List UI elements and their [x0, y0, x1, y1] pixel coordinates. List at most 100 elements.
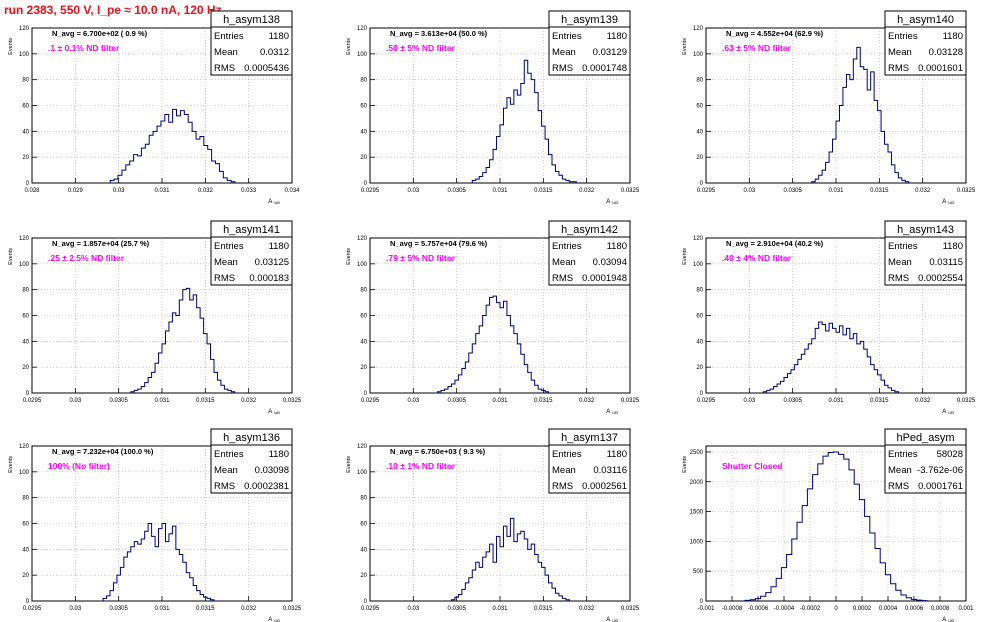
histogram-bin	[479, 567, 482, 601]
histogram-bin	[124, 557, 127, 601]
histogram-bin	[500, 308, 503, 393]
histogram-bin	[521, 84, 524, 183]
y-tick-label: 120	[357, 444, 368, 450]
histogram-bin	[867, 90, 870, 183]
x-axis-title: A UD	[606, 409, 618, 415]
histogram-bin	[152, 372, 155, 393]
stat-value-rms: 0.0001948	[582, 273, 627, 284]
histogram-bin	[531, 544, 534, 601]
histogram-bin	[169, 122, 173, 183]
x-axis-title-sub: UD	[948, 618, 954, 622]
x-tick-label: 0.031	[492, 606, 508, 612]
x-tick-label: 0.0315	[534, 398, 553, 404]
x-tick-label: 0.0295	[361, 398, 380, 404]
histogram-bin	[451, 600, 454, 601]
y-tick-label: 20	[360, 365, 367, 371]
histogram-bin	[524, 60, 527, 183]
histogram-bin	[745, 600, 750, 601]
stat-value-mean: 0.03094	[593, 257, 627, 268]
histogram-bin	[103, 598, 106, 601]
histogram-bin	[874, 370, 877, 393]
histogram-panel-h_asym137: 0.0295 0.03 0.0305 0.031 0.0315 0.032 0.0325 0 2…	[346, 428, 640, 622]
histogram-bin	[138, 156, 142, 183]
stat-label-entries: Entries	[552, 241, 582, 252]
histogram-panel-h_asym139: 0.0295 0.03 0.0305 0.031 0.0315 0.032 0.0325 0 2…	[346, 10, 640, 205]
y-tick-label: 1000	[690, 539, 704, 545]
stat-label-mean: Mean	[888, 47, 912, 58]
x-tick-label: 0.0315	[870, 398, 889, 404]
histogram-bin	[822, 170, 825, 183]
histogram-bin	[110, 180, 114, 183]
histogram-bin	[521, 354, 524, 393]
filter-label: .79 ± 5% ND filter	[386, 253, 456, 263]
x-tick-label: 0.0325	[957, 398, 976, 404]
histogram-bin	[569, 182, 572, 183]
stat-label-rms: RMS	[214, 63, 235, 74]
y-tick-label: 120	[693, 26, 704, 32]
x-tick-label: 0.0315	[534, 188, 553, 194]
histogram-bin	[465, 362, 468, 393]
histogram-bin	[176, 549, 179, 601]
histogram-bin	[559, 175, 562, 183]
navg-label: N_avg = 1.857e+04 (25.7 %)	[52, 239, 150, 248]
histogram-bin	[836, 121, 839, 183]
histogram-bin	[871, 72, 874, 183]
stat-value-entries: 1180	[269, 241, 289, 252]
x-axis-title-sub: UD	[612, 618, 618, 622]
y-tick-label: 120	[693, 236, 704, 242]
histogram-bin	[149, 135, 153, 183]
histogram-series-line	[450, 517, 570, 601]
y-tick-label: 100	[19, 262, 30, 268]
y-tick-label: 0	[700, 391, 704, 397]
histogram-bin	[224, 389, 227, 393]
stat-value-entries: 1180	[269, 31, 289, 42]
histogram-bin	[524, 539, 527, 601]
x-tick-label: 0.0002	[853, 606, 872, 612]
y-tick-label: 120	[19, 236, 30, 242]
histogram-bin	[479, 177, 482, 183]
histogram-series-line	[811, 46, 910, 183]
y-tick-label: 20	[360, 155, 367, 161]
y-tick-label: 40	[22, 547, 29, 553]
stats-box	[884, 10, 967, 76]
stat-label-entries: Entries	[888, 241, 918, 252]
histogram-bin	[808, 344, 811, 393]
histogram-bin	[881, 131, 884, 183]
stat-value-entries: 1180	[607, 241, 627, 252]
histogram-bin	[207, 598, 210, 601]
histogram-bin	[223, 178, 227, 183]
histogram-bin	[524, 365, 527, 393]
histogram-bin	[901, 595, 906, 601]
histogram-bin	[774, 387, 777, 393]
stat-label-rms: RMS	[552, 481, 573, 492]
x-tick-label: 0.0305	[109, 606, 128, 612]
y-axis-title: Events	[8, 38, 14, 55]
x-tick-label: 0.0325	[283, 398, 302, 404]
y-tick-label: 0	[700, 599, 704, 605]
x-tick-label: 0.0305	[109, 398, 128, 404]
stat-label-entries: Entries	[552, 31, 582, 42]
stat-value-mean: 0.03116	[593, 465, 627, 476]
histogram-name: h_asym136	[223, 432, 280, 444]
x-tick-label: 0.032	[579, 188, 595, 194]
histogram-bin	[880, 563, 885, 601]
x-tick-label: 0.0325	[621, 188, 640, 194]
histogram-bin	[535, 385, 538, 393]
histogram-bin	[169, 534, 172, 601]
histogram-bin	[211, 359, 214, 393]
histogram-bin	[507, 316, 510, 394]
x-tick-label: 0.032	[579, 398, 595, 404]
y-tick-label: 40	[22, 129, 29, 135]
histogram-bin	[155, 547, 158, 601]
x-tick-label: 0.032	[915, 188, 931, 194]
histogram-bin	[200, 595, 203, 601]
histogram-bin	[493, 149, 496, 183]
histogram-bin	[833, 139, 836, 183]
histogram-bin	[549, 583, 552, 601]
histogram-grid: 0.028 0.029 0.03 0.031 0.032 0.033 0.034020406…	[8, 10, 976, 622]
stat-value-rms: 0.0001601	[918, 63, 963, 74]
histogram-bin	[888, 152, 891, 183]
x-axis-title-sub: UD	[612, 410, 618, 415]
histogram-bin	[566, 180, 569, 183]
